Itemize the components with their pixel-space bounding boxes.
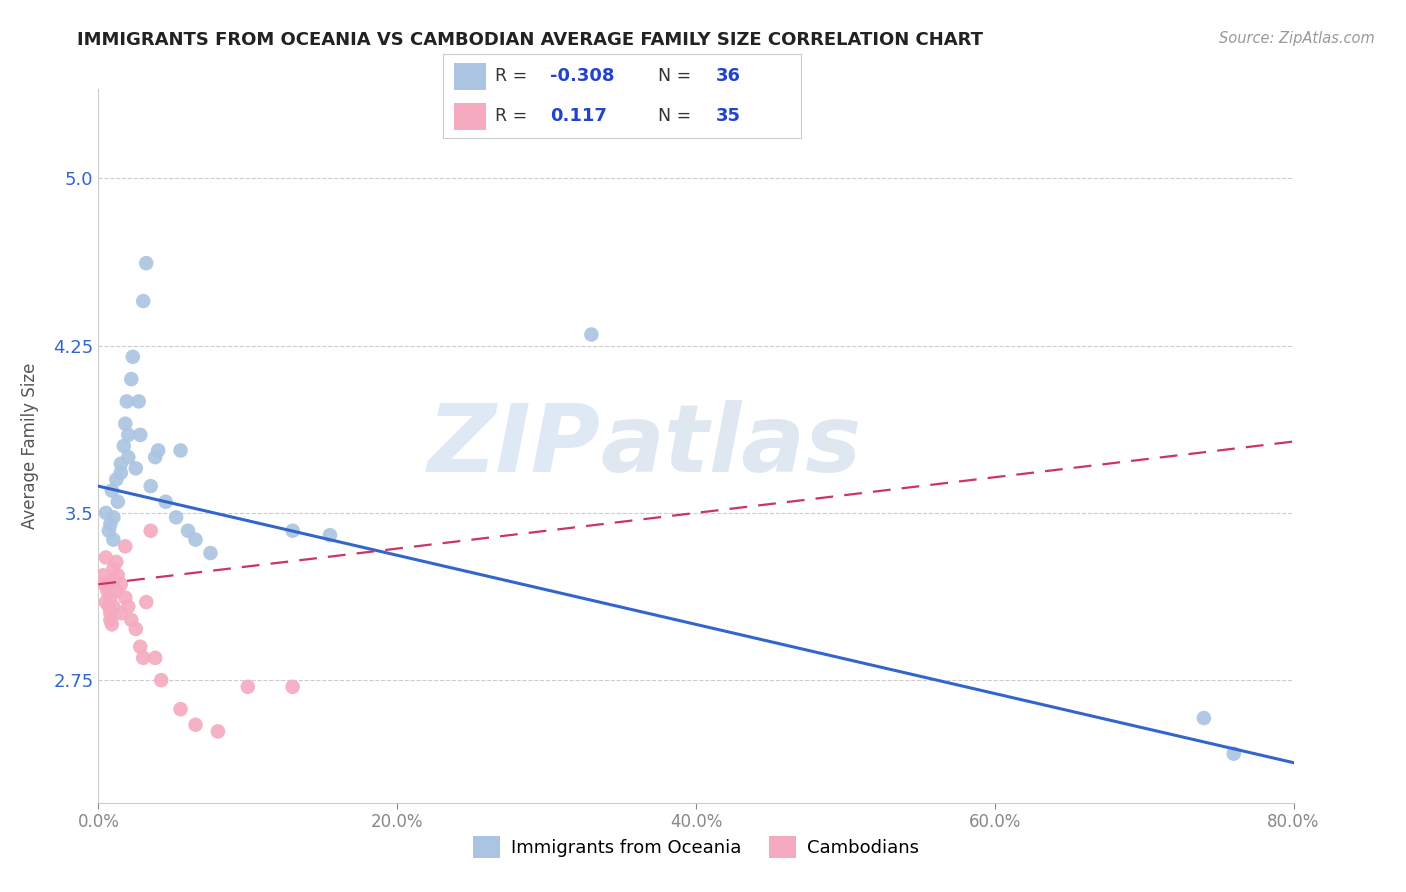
Point: [98, 516, 122, 531]
Point: [169, 702, 191, 716]
Point: [125, 461, 148, 475]
Point: [94, 595, 117, 609]
Point: [110, 457, 132, 471]
Point: [184, 533, 207, 547]
Point: [98, 613, 122, 627]
Point: [105, 555, 128, 569]
Point: [98, 607, 122, 621]
Point: [114, 539, 136, 553]
Point: [117, 427, 139, 442]
Point: [143, 450, 166, 464]
Point: [281, 524, 304, 538]
Point: [105, 472, 128, 486]
Point: [184, 717, 207, 731]
Point: [281, 680, 304, 694]
Point: [101, 617, 124, 632]
Point: [110, 577, 132, 591]
Point: [94, 550, 117, 565]
Point: [97, 524, 120, 538]
Point: [107, 494, 129, 508]
Point: [97, 599, 120, 614]
Point: [120, 613, 142, 627]
Text: atlas: atlas: [600, 400, 862, 492]
Point: [236, 680, 259, 694]
Point: [135, 595, 157, 609]
Point: [121, 350, 143, 364]
Point: [139, 479, 162, 493]
Point: [117, 450, 139, 464]
Text: R =: R =: [495, 107, 527, 125]
Point: [103, 533, 125, 547]
Point: [103, 573, 125, 587]
Point: [581, 327, 603, 342]
Point: [143, 650, 166, 665]
Point: [319, 528, 342, 542]
Point: [177, 524, 200, 538]
Point: [114, 591, 136, 605]
Point: [129, 640, 152, 654]
Point: [114, 417, 136, 431]
Point: [148, 443, 170, 458]
Point: [91, 568, 114, 582]
Text: 36: 36: [716, 68, 741, 86]
Text: -0.308: -0.308: [551, 68, 614, 86]
Point: [132, 650, 155, 665]
Text: R =: R =: [495, 68, 527, 86]
Point: [1223, 747, 1246, 761]
Text: 0.117: 0.117: [551, 107, 607, 125]
Text: N =: N =: [658, 68, 692, 86]
FancyBboxPatch shape: [454, 62, 486, 90]
Point: [103, 599, 125, 614]
Point: [101, 577, 124, 591]
Point: [165, 510, 187, 524]
Point: [112, 439, 135, 453]
Point: [117, 599, 139, 614]
Point: [139, 524, 162, 538]
Point: [110, 466, 132, 480]
Point: [120, 372, 142, 386]
Text: ZIP: ZIP: [427, 400, 600, 492]
Text: N =: N =: [658, 107, 692, 125]
Point: [110, 607, 132, 621]
Point: [125, 622, 148, 636]
Point: [150, 673, 173, 687]
Point: [103, 561, 125, 575]
Point: [1192, 711, 1215, 725]
Point: [107, 568, 129, 582]
Point: [169, 443, 191, 458]
Point: [98, 591, 122, 605]
Point: [129, 427, 152, 442]
Point: [93, 577, 115, 591]
Point: [135, 256, 157, 270]
Point: [103, 510, 125, 524]
Point: [101, 483, 124, 498]
Point: [94, 506, 117, 520]
Point: [128, 394, 150, 409]
Text: 35: 35: [716, 107, 741, 125]
Point: [207, 724, 229, 739]
Point: [96, 583, 118, 598]
FancyBboxPatch shape: [454, 103, 486, 130]
Text: IMMIGRANTS FROM OCEANIA VS CAMBODIAN AVERAGE FAMILY SIZE CORRELATION CHART: IMMIGRANTS FROM OCEANIA VS CAMBODIAN AVE…: [77, 31, 983, 49]
Legend: Immigrants from Oceania, Cambodians: Immigrants from Oceania, Cambodians: [467, 829, 925, 865]
Text: Source: ZipAtlas.com: Source: ZipAtlas.com: [1219, 31, 1375, 46]
Point: [155, 494, 177, 508]
Y-axis label: Average Family Size: Average Family Size: [21, 363, 39, 529]
Point: [105, 583, 128, 598]
Point: [200, 546, 222, 560]
Point: [132, 293, 155, 308]
Point: [115, 394, 138, 409]
